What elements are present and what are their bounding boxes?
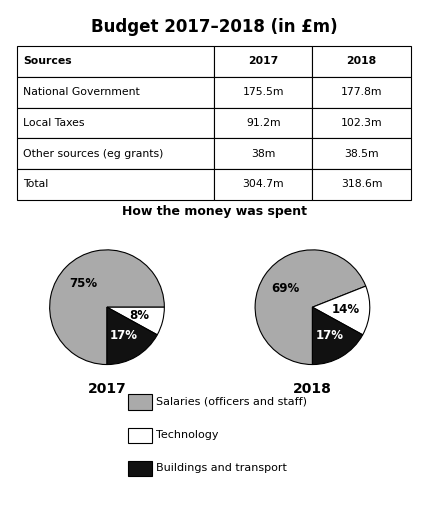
Bar <box>312 46 411 77</box>
Wedge shape <box>107 307 157 365</box>
Bar <box>312 169 411 200</box>
Wedge shape <box>255 250 366 365</box>
Wedge shape <box>312 286 370 335</box>
X-axis label: 2017: 2017 <box>88 381 126 396</box>
Text: Sources: Sources <box>23 56 71 67</box>
Bar <box>17 138 214 169</box>
Text: 38m: 38m <box>251 148 275 159</box>
Text: 75%: 75% <box>69 277 98 290</box>
Text: Total: Total <box>23 179 48 189</box>
Text: 175.5m: 175.5m <box>243 87 284 97</box>
Text: 318.6m: 318.6m <box>341 179 382 189</box>
Bar <box>312 77 411 108</box>
Text: 2017: 2017 <box>248 56 278 67</box>
Text: 69%: 69% <box>271 282 299 295</box>
Text: Technology: Technology <box>156 430 219 440</box>
Bar <box>312 108 411 138</box>
Text: 38.5m: 38.5m <box>345 148 379 159</box>
Text: 14%: 14% <box>332 303 360 316</box>
Wedge shape <box>107 307 164 335</box>
Bar <box>214 77 312 108</box>
Bar <box>17 169 214 200</box>
Text: 8%: 8% <box>129 309 149 322</box>
Bar <box>312 138 411 169</box>
Text: Buildings and transport: Buildings and transport <box>156 463 287 474</box>
Text: 2018: 2018 <box>347 56 377 67</box>
Bar <box>214 108 312 138</box>
Bar <box>214 46 312 77</box>
X-axis label: 2018: 2018 <box>293 381 332 396</box>
Wedge shape <box>50 250 164 365</box>
Bar <box>17 46 214 77</box>
Text: 304.7m: 304.7m <box>242 179 284 189</box>
Wedge shape <box>312 307 363 365</box>
Bar <box>17 77 214 108</box>
Text: Other sources (eg grants): Other sources (eg grants) <box>23 148 163 159</box>
Text: 91.2m: 91.2m <box>246 118 280 128</box>
Text: Local Taxes: Local Taxes <box>23 118 84 128</box>
Text: Budget 2017–2018 (in £m): Budget 2017–2018 (in £m) <box>91 18 337 36</box>
Text: 17%: 17% <box>315 329 343 343</box>
Text: National Government: National Government <box>23 87 140 97</box>
Text: 177.8m: 177.8m <box>341 87 382 97</box>
Bar <box>214 169 312 200</box>
Text: 17%: 17% <box>110 329 138 343</box>
Text: Salaries (officers and staff): Salaries (officers and staff) <box>156 397 307 407</box>
Text: How the money was spent: How the money was spent <box>122 205 306 218</box>
Text: 102.3m: 102.3m <box>341 118 383 128</box>
Bar <box>214 138 312 169</box>
Bar <box>17 108 214 138</box>
